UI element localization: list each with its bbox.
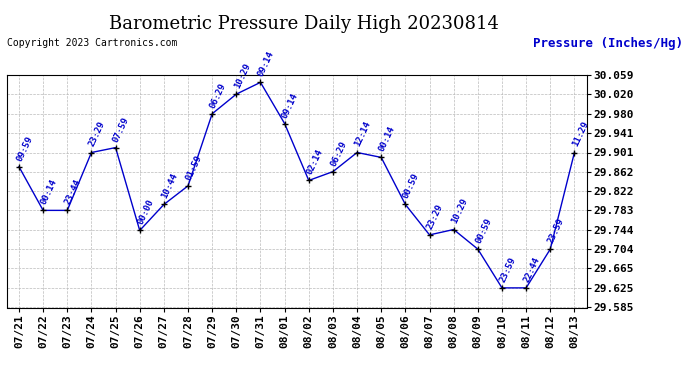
Text: 06:29: 06:29	[329, 139, 348, 168]
Text: 10:29: 10:29	[450, 197, 469, 225]
Text: 00:59: 00:59	[402, 172, 421, 200]
Text: Pressure (Inches/Hg): Pressure (Inches/Hg)	[533, 38, 683, 51]
Text: 22:44: 22:44	[522, 255, 542, 284]
Text: 06:29: 06:29	[208, 81, 228, 110]
Text: 10:29: 10:29	[233, 62, 252, 90]
Text: Copyright 2023 Cartronics.com: Copyright 2023 Cartronics.com	[7, 38, 177, 48]
Text: 09:14: 09:14	[257, 50, 276, 78]
Text: 00:00: 00:00	[136, 198, 155, 226]
Text: 09:59: 09:59	[15, 134, 34, 162]
Text: 09:14: 09:14	[281, 91, 300, 119]
Text: 00:14: 00:14	[377, 125, 397, 153]
Text: 23:44: 23:44	[63, 178, 83, 206]
Text: 02:14: 02:14	[305, 148, 324, 176]
Text: 07:59: 07:59	[112, 115, 131, 143]
Text: 23:29: 23:29	[88, 120, 107, 148]
Text: 23:59: 23:59	[546, 217, 566, 245]
Text: 12:14: 12:14	[353, 120, 373, 148]
Text: 11:29: 11:29	[571, 120, 590, 148]
Text: Barometric Pressure Daily High 20230814: Barometric Pressure Daily High 20230814	[108, 15, 499, 33]
Text: 00:14: 00:14	[39, 178, 59, 206]
Text: 23:59: 23:59	[498, 255, 518, 284]
Text: 01:59: 01:59	[184, 153, 204, 182]
Text: 10:44: 10:44	[160, 172, 179, 200]
Text: 23:29: 23:29	[426, 202, 445, 231]
Text: 00:59: 00:59	[474, 217, 493, 245]
